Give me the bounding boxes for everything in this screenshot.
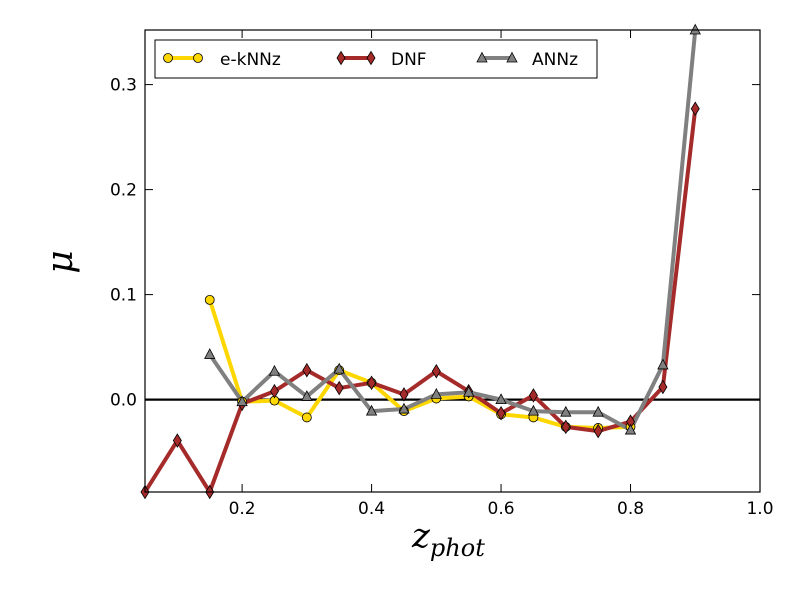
data-point-dnf (270, 383, 279, 399)
data-point-annz (430, 387, 442, 399)
data-point-annz (236, 395, 248, 407)
data-point-annz (204, 348, 216, 359)
legend: e-kNNz DNF ANNz (154, 39, 598, 79)
data-point-annz (398, 402, 410, 414)
data-point-annz (624, 423, 637, 435)
y-tick-label: 0.1 (110, 286, 137, 306)
data-point-dnf (367, 375, 377, 391)
data-point-dnf (528, 388, 538, 403)
x-tick-label: 0.8 (617, 499, 644, 519)
data-point-annz (301, 390, 313, 401)
data-point-dnf (593, 423, 603, 439)
y-tick-label: 0.3 (110, 76, 137, 96)
data-point-dnf (658, 379, 668, 395)
legend-marker-dnf (366, 50, 376, 66)
data-point-annz (268, 364, 281, 376)
legend-marker-e-knnz (163, 53, 173, 63)
data-point-annz (463, 385, 475, 397)
data-point-annz (592, 405, 604, 417)
x-axis-label: zphot (411, 516, 485, 562)
x-tick-label: 0.2 (229, 499, 256, 519)
legend-label-annz: ANNz (532, 50, 578, 70)
data-point-annz (333, 362, 345, 374)
data-point-dnf (561, 419, 571, 435)
x-axis-label-subscript: phot (430, 534, 485, 562)
data-point-e-knnz (204, 294, 215, 305)
data-point-e-knnz (301, 412, 312, 423)
plot-background (145, 30, 760, 492)
legend-label-dnf: DNF (391, 50, 427, 70)
data-point-annz (657, 358, 669, 370)
legend-marker-annz (506, 51, 518, 63)
data-point-annz (365, 404, 378, 416)
y-axis-label: μ (40, 250, 81, 273)
series-line-annz (208, 30, 698, 433)
legend-marker-e-knnz (193, 53, 203, 63)
legend-marker-annz (476, 51, 488, 63)
legend-label-ekNNz: e-kNNz (220, 50, 281, 70)
data-point-dnf (302, 362, 312, 378)
data-point-annz (560, 405, 572, 417)
plot-frame (144, 29, 761, 493)
x-axis-label-main: z (411, 516, 431, 556)
legend-box (154, 39, 598, 79)
series-line-dnf (145, 108, 698, 492)
data-point-dnf (496, 405, 506, 421)
y-tick-label: 0.2 (110, 181, 137, 201)
data-point-annz (527, 404, 540, 416)
data-point-annz (689, 23, 701, 35)
series-line-e-knnz (207, 299, 631, 430)
data-point-dnf (399, 387, 409, 402)
data-point-dnf (172, 433, 182, 448)
x-tick-label: 1.0 (746, 499, 773, 519)
y-tick-label: 0.0 (110, 391, 137, 411)
legend-marker-dnf (336, 50, 346, 66)
x-tick-label: 0.6 (488, 499, 515, 519)
x-tick-label: 0.4 (358, 499, 385, 519)
data-point-dnf (431, 363, 441, 379)
data-point-dnf (334, 380, 344, 396)
data-point-annz (495, 393, 507, 405)
data-point-dnf (690, 101, 700, 117)
